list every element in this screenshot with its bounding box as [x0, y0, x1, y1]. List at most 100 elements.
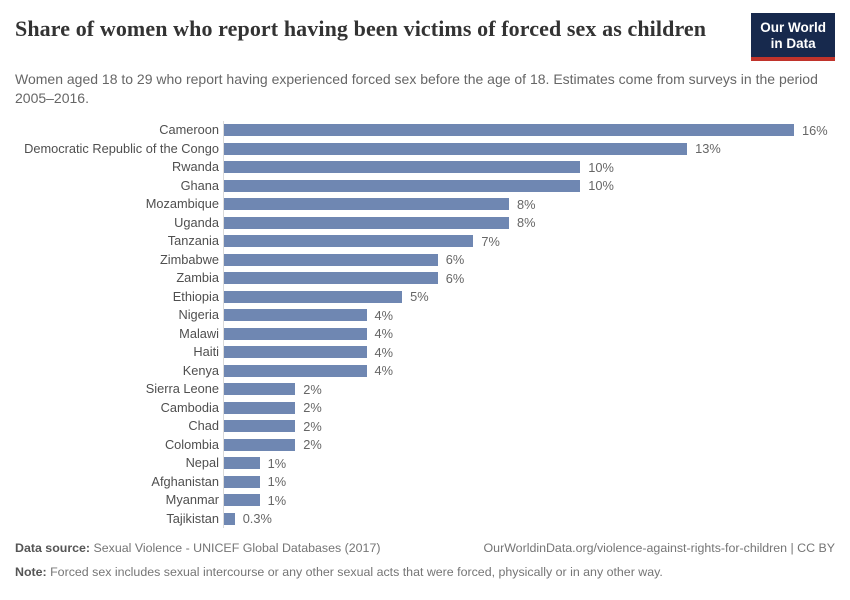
bar-value-label: 4% — [374, 344, 394, 360]
bar-chart: Cameroon 16% Democratic Republic of the Co… — [15, 121, 835, 528]
bar-value-label: 4% — [374, 363, 394, 379]
chart-title: Share of women who report having been vi… — [15, 16, 707, 41]
bar — [224, 457, 260, 470]
bar-value-label: 10% — [588, 178, 614, 194]
bar — [224, 124, 795, 137]
country-label: Malawi — [179, 325, 219, 341]
bar — [224, 179, 581, 192]
owid-logo-line1: Our World — [760, 20, 826, 35]
chart-row: Afghanistan 1% — [15, 472, 835, 491]
bar — [224, 253, 438, 266]
bar — [224, 327, 367, 340]
chart-row: Tanzania 7% — [15, 232, 835, 251]
chart-row: Zimbabwe 6% — [15, 250, 835, 269]
country-label: Kenya — [182, 362, 219, 378]
country-label: Mozambique — [145, 196, 219, 211]
bar-track: 6% — [223, 250, 835, 269]
country-label: Ethiopia — [172, 288, 219, 304]
bar-track: 2% — [223, 417, 835, 436]
bar — [224, 198, 509, 211]
country-label: Haiti — [193, 344, 219, 359]
data-source-label: Data source: — [15, 541, 91, 555]
chart-row: Nigeria 4% — [15, 306, 835, 325]
bar-value-label: 4% — [374, 307, 394, 323]
chart-row: Malawi 4% — [15, 324, 835, 343]
data-source-text: Sexual Violence - UNICEF Global Database… — [90, 541, 381, 555]
country-label: Tajikistan — [166, 510, 219, 526]
bar-track: 16% — [223, 121, 835, 140]
chart-row: Chad 2% — [15, 417, 835, 436]
bar-value-label: 2% — [303, 381, 322, 397]
bar-track: 6% — [223, 269, 835, 288]
note-text: Forced sex includes sexual intercourse o… — [46, 565, 663, 579]
chart-row: Zambia 6% — [15, 269, 835, 288]
bar-value-label: 2% — [303, 437, 322, 453]
bar-value-label: 6% — [445, 252, 465, 268]
bar-track: 2% — [223, 380, 835, 399]
bar-value-label: 7% — [481, 233, 500, 249]
chart-row: Cameroon 16% — [15, 121, 835, 140]
bar-value-label: 4% — [374, 326, 394, 342]
chart-row: Rwanda 10% — [15, 158, 835, 177]
bar — [224, 290, 403, 303]
bar-track: 2% — [223, 398, 835, 417]
note-label: Note: — [15, 565, 47, 579]
chart-row: Tajikistan 0.3% — [15, 509, 835, 528]
bar-track: 13% — [223, 139, 835, 158]
bar-track: 5% — [223, 287, 835, 306]
data-source: Data source: Sexual Violence - UNICEF Gl… — [15, 540, 380, 556]
chart-row: Nepal 1% — [15, 454, 835, 473]
chart-subtitle: Women aged 18 to 29 who report having ex… — [15, 71, 818, 106]
bar-value-label: 8% — [517, 215, 536, 231]
bar-value-label: 2% — [303, 400, 322, 416]
country-label: Nigeria — [178, 307, 219, 322]
owid-logo: Our World in Data — [751, 13, 835, 61]
bar-value-label: 2% — [303, 418, 322, 434]
country-label: Afghanistan — [151, 473, 219, 489]
bar — [224, 512, 235, 525]
bar — [224, 142, 688, 155]
country-label: Cameroon — [159, 122, 219, 137]
bar — [224, 235, 474, 248]
country-label: Sierra Leone — [145, 381, 219, 396]
bar-track: 10% — [223, 158, 835, 177]
bar-track: 7% — [223, 232, 835, 251]
country-label: Rwanda — [172, 159, 219, 174]
country-label: Myanmar — [165, 492, 219, 507]
chart-row: Cambodia 2% — [15, 398, 835, 417]
footer-url: OurWorldinData.org/violence-against-righ… — [483, 541, 835, 555]
bar-track: 1% — [223, 491, 835, 510]
bar-value-label: 1% — [267, 455, 287, 471]
country-label: Ghana — [180, 177, 219, 193]
bar-track: 8% — [223, 195, 835, 214]
bar-track: 4% — [223, 361, 835, 380]
country-label: Chad — [188, 418, 219, 433]
chart-row: Democratic Republic of the Congo 13% — [15, 139, 835, 158]
country-label: Democratic Republic of the Congo — [24, 140, 219, 156]
bar-track: 4% — [223, 306, 835, 325]
bar-track: 0.3% — [223, 509, 835, 528]
bar — [224, 401, 296, 414]
bar — [224, 161, 581, 174]
country-label: Uganda — [174, 214, 219, 230]
bar — [224, 346, 367, 359]
owid-logo-line2: in Data — [770, 36, 816, 51]
header: Share of women who report having been vi… — [15, 12, 835, 61]
chart-row: Ghana 10% — [15, 176, 835, 195]
country-label: Zimbabwe — [159, 251, 219, 267]
bar-track: 4% — [223, 343, 835, 362]
bar — [224, 216, 509, 229]
bar-track: 1% — [223, 472, 835, 491]
bar — [224, 438, 296, 451]
chart-row: Myanmar 1% — [15, 491, 835, 510]
bar-value-label: 16% — [802, 122, 828, 138]
bar-value-label: 1% — [267, 474, 287, 490]
chart-row: Ethiopia 5% — [15, 287, 835, 306]
chart-row: Mozambique 8% — [15, 195, 835, 214]
chart-row: Sierra Leone 2% — [15, 380, 835, 399]
bar-value-label: 6% — [445, 270, 465, 286]
bar — [224, 475, 260, 488]
bar-value-label: 5% — [410, 289, 429, 305]
bar — [224, 494, 260, 507]
